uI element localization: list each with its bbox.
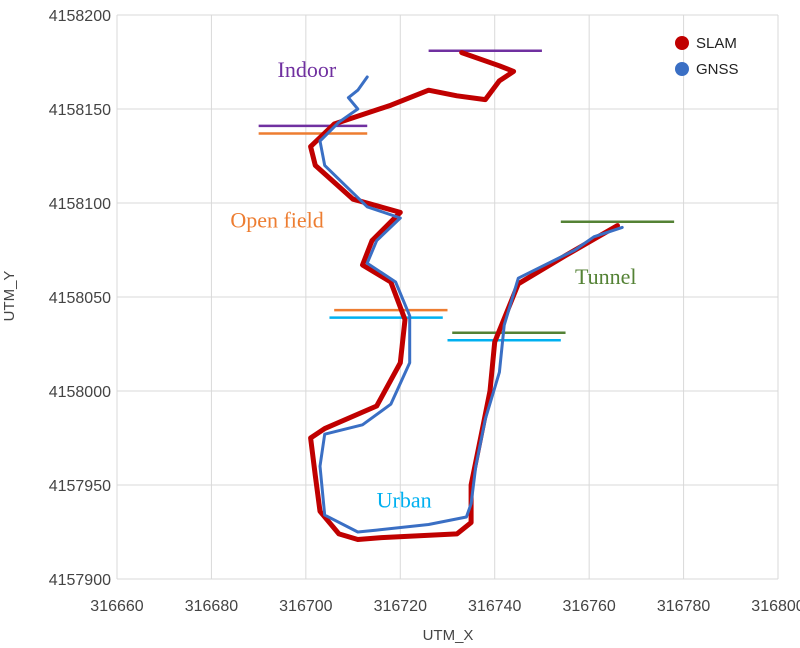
x-axis-title: UTM_X (423, 627, 474, 644)
x-tick-label: 316700 (279, 598, 332, 615)
legend-label: SLAM (696, 35, 737, 52)
legend-item-slam: SLAM (675, 35, 737, 52)
annotation-open-field: Open field (230, 207, 323, 232)
grid (116, 14, 779, 580)
y-tick-label: 4158150 (49, 102, 111, 119)
trajectory-gnss (318, 75, 624, 534)
y-tick-label: 4158050 (49, 290, 111, 307)
series (308, 50, 624, 542)
legend-marker (675, 36, 689, 50)
legend-marker (675, 62, 689, 76)
region-annotations: Indoor Open field Tunnel Urban (230, 57, 636, 513)
x-tick-label: 316800 (751, 598, 800, 615)
tick-labels: 316660 316680 316700 316720 316740 316760 3167… (49, 8, 800, 615)
annotation-indoor: Indoor (278, 57, 337, 82)
y-axis-title: UTM_Y (1, 271, 18, 322)
y-tick-label: 4158000 (49, 384, 111, 401)
x-tick-label: 316680 (185, 598, 238, 615)
x-tick-label: 316740 (468, 598, 521, 615)
legend: SLAM GNSS (675, 35, 739, 78)
x-tick-label: 316720 (374, 598, 427, 615)
legend-label: GNSS (696, 61, 739, 78)
x-tick-label: 316780 (657, 598, 710, 615)
y-tick-label: 4157900 (49, 572, 111, 589)
legend-item-gnss: GNSS (675, 61, 739, 78)
x-tick-label: 316660 (90, 598, 143, 615)
x-tick-label: 316760 (562, 598, 615, 615)
y-tick-label: 4158200 (49, 8, 111, 25)
y-tick-label: 4157950 (49, 478, 111, 495)
series-gnss (318, 75, 624, 534)
y-tick-label: 4158100 (49, 196, 111, 213)
annotation-urban: Urban (377, 488, 432, 513)
annotation-tunnel: Tunnel (575, 264, 637, 289)
